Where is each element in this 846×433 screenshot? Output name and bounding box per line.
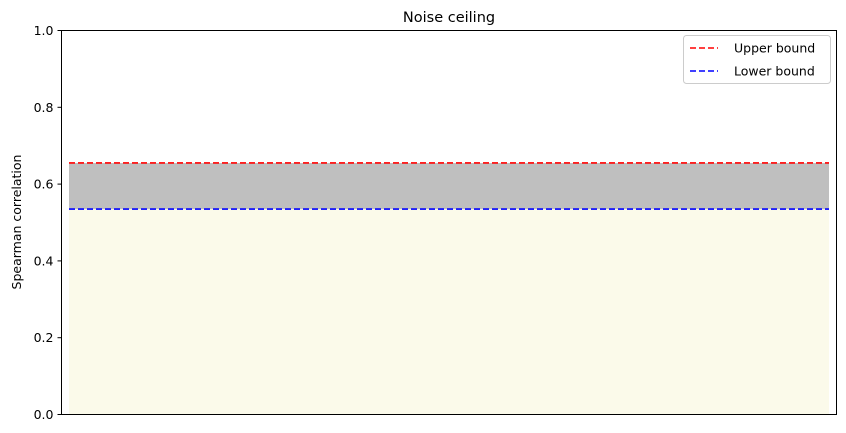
y-tick-label: 0.8 [34, 100, 54, 115]
filled-bands [69, 162, 829, 415]
band-0 [69, 209, 829, 415]
chart-title: Noise ceiling [403, 10, 495, 26]
y-tick-label: 0.6 [34, 177, 54, 192]
legend-label: Lower bound [734, 64, 815, 79]
y-axis-label: Spearman correlation [9, 155, 24, 290]
y-tick-label: 0.2 [34, 330, 54, 345]
bound-lines [69, 162, 829, 210]
legend: Upper bound Lower bound [683, 35, 831, 84]
axes-frame [61, 30, 837, 415]
legend-box [683, 35, 831, 84]
y-tick-label: 1.0 [34, 23, 54, 38]
y-tick-label: 0.0 [34, 407, 54, 422]
y-axis-ticks: 0.0 0.2 0.4 0.6 0.8 1.0 [34, 23, 62, 422]
y-tick-label: 0.4 [34, 253, 54, 268]
band-1 [69, 162, 829, 210]
legend-label: Upper bound [734, 41, 815, 56]
